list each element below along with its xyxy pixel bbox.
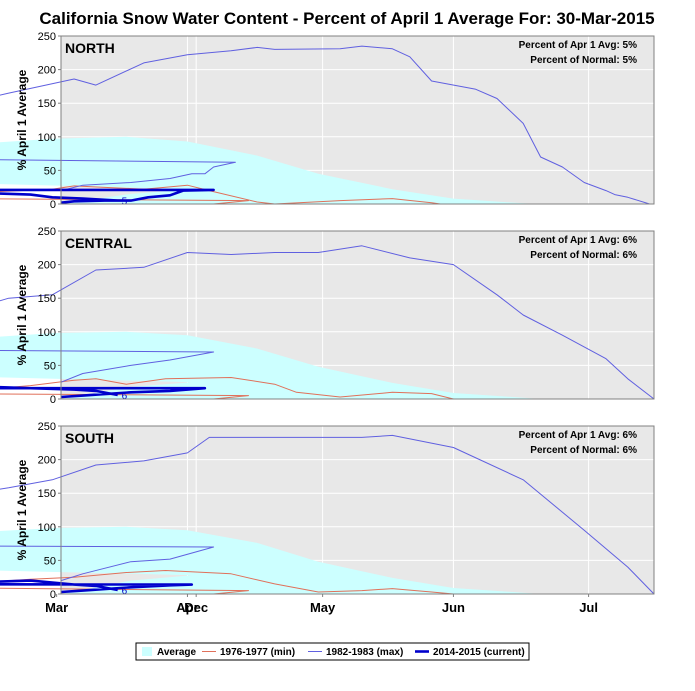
series-current-line <box>0 385 207 399</box>
series-max-line <box>0 434 655 595</box>
region-label: CENTRAL <box>65 235 132 251</box>
y-tick-label: 250 <box>38 421 56 433</box>
y-tick-label: 50 <box>44 165 56 177</box>
y-tick-label: 100 <box>38 132 56 144</box>
y-tick-label: 100 <box>38 327 56 339</box>
plot-frame <box>60 425 655 595</box>
stat-text: Percent of Apr 1 Avg: 5% <box>519 40 637 51</box>
y-tick-label: 200 <box>38 455 56 467</box>
x-tick-label: Mar <box>45 600 68 615</box>
legend-label: Average <box>157 647 197 658</box>
legend-swatch <box>142 647 152 656</box>
x-tick-label: Apr <box>176 600 198 615</box>
series-max-line <box>0 245 655 400</box>
current-end-label: 5 <box>122 197 128 208</box>
y-tick-label: 200 <box>38 65 56 77</box>
stat-text: Percent of Normal: 6% <box>530 445 637 456</box>
stat-text: Percent of Apr 1 Avg: 6% <box>519 235 637 246</box>
panel-central: 6 0 50 100 150 200 250 % April 1 Average CENTRAL… <box>0 226 655 406</box>
series-min-line <box>0 184 441 205</box>
y-tick-label: 150 <box>38 98 56 110</box>
y-tick-label: 250 <box>38 31 56 43</box>
x-tick-label: Jun <box>442 600 465 615</box>
current-end-label: 6 <box>122 586 128 597</box>
y-axis-label: % April 1 Average <box>15 69 29 170</box>
series-current-line <box>0 188 215 204</box>
stat-text: Percent of Apr 1 Avg: 6% <box>519 430 637 441</box>
chart-title: California Snow Water Content - Percent … <box>39 9 654 28</box>
y-axis-label: % April 1 Average <box>15 459 29 560</box>
x-tick-label: May <box>310 600 336 615</box>
legend-label: 2014-2015 (current) <box>433 647 525 658</box>
y-tick-label: 0 <box>50 394 56 406</box>
y-tick-label: 150 <box>38 488 56 500</box>
region-label: NORTH <box>65 40 115 56</box>
series-current-line <box>0 579 194 594</box>
legend-item-min: 1976-1977 (min) <box>202 647 295 658</box>
legend-item-current: 2014-2015 (current) <box>415 647 525 658</box>
legend-frame <box>135 642 530 661</box>
legend-item-average: Average <box>142 647 197 658</box>
y-tick-label: 150 <box>38 293 56 305</box>
y-axis-label: % April 1 Average <box>15 264 29 365</box>
legend: Average 1976-1977 (min) 1982-1983 (max) 201… <box>135 642 530 661</box>
x-tick-label: Dec <box>184 600 208 615</box>
y-tick-label: 50 <box>44 555 56 567</box>
stat-text: Percent of Normal: 5% <box>530 55 637 66</box>
series-average-area <box>0 331 541 399</box>
series-average-area <box>0 526 541 594</box>
series-max-line <box>0 45 650 205</box>
legend-label: 1976-1977 (min) <box>220 647 295 658</box>
current-end-label: 6 <box>122 391 128 402</box>
series-average-area <box>0 136 541 204</box>
x-axis: DecJanFebMarAprMayJunJul <box>45 594 598 615</box>
legend-item-max: 1982-1983 (max) <box>308 647 403 658</box>
y-tick-label: 0 <box>50 589 56 601</box>
x-tick-label: Jul <box>579 600 598 615</box>
y-tick-label: 100 <box>38 522 56 534</box>
y-tick-label: 200 <box>38 260 56 272</box>
y-tick-label: 50 <box>44 360 56 372</box>
plot-frame <box>60 230 655 400</box>
legend-label: 1982-1983 (max) <box>326 647 403 658</box>
stat-text: Percent of Normal: 6% <box>530 250 637 261</box>
series-min-line <box>0 377 454 400</box>
y-tick-label: 0 <box>50 199 56 211</box>
y-tick-label: 250 <box>38 226 56 238</box>
panel-south: 6 0 50 100 150 200 250 % April 1 Average SOUTH Pe… <box>0 421 655 601</box>
region-label: SOUTH <box>65 430 114 446</box>
series-min-line <box>0 570 454 595</box>
plot-frame <box>60 35 655 205</box>
